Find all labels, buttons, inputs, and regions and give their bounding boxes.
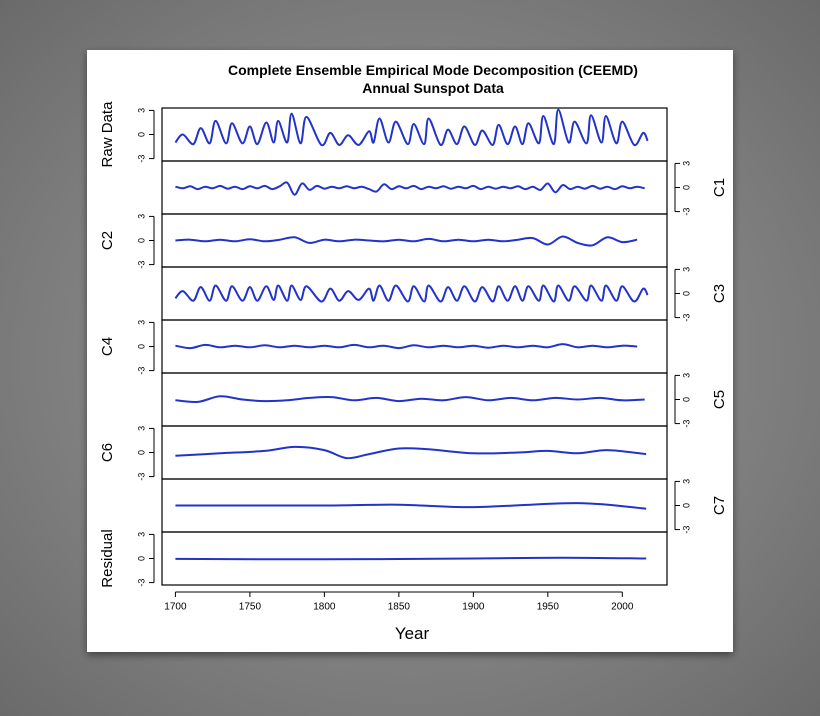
y-tick-label: 0 — [136, 344, 146, 349]
y-tick-label: -3 — [136, 261, 146, 269]
series-line — [175, 556, 647, 561]
card — [87, 50, 733, 652]
y-tick-label: 3 — [136, 532, 146, 537]
chart-subtitle: Annual Sunspot Data — [362, 80, 504, 96]
y-tick-label: 0 — [136, 450, 146, 455]
x-axis-label: Year — [395, 624, 430, 643]
y-tick-label: 0 — [681, 397, 691, 402]
series-line — [174, 284, 649, 303]
y-tick-label: 3 — [681, 161, 691, 166]
y-tick-label: -3 — [136, 473, 146, 481]
series-line — [175, 235, 638, 247]
y-tick-label: 3 — [136, 214, 146, 219]
y-tick-label: -3 — [681, 314, 691, 322]
y-tick-label: 0 — [136, 132, 146, 137]
y-tick-label: -3 — [136, 579, 146, 587]
y-axis-label: C3 — [711, 284, 728, 303]
x-tick-label: 1950 — [537, 602, 560, 613]
y-axis-label: C6 — [99, 443, 116, 462]
y-tick-label: -3 — [136, 367, 146, 375]
series-line — [175, 343, 638, 350]
x-tick-label: 2000 — [611, 602, 634, 613]
series-line — [175, 445, 647, 460]
y-tick-label: 3 — [136, 108, 146, 113]
y-tick-label: 0 — [681, 291, 691, 296]
y-axis-label: C1 — [711, 178, 728, 197]
x-tick-label: 1800 — [313, 602, 336, 613]
panel-frame — [161, 531, 668, 586]
y-axis-label: C4 — [99, 337, 116, 356]
y-tick-label: 0 — [681, 185, 691, 190]
y-tick-label: -3 — [681, 526, 691, 534]
y-tick-label: 3 — [136, 320, 146, 325]
y-tick-label: -3 — [136, 155, 146, 163]
series-line — [175, 181, 645, 196]
y-tick-label: 0 — [136, 556, 146, 561]
y-tick-label: 3 — [681, 373, 691, 378]
y-tick-label: -3 — [681, 208, 691, 216]
y-axis-label: C5 — [711, 390, 728, 409]
x-tick-label: 1750 — [239, 602, 262, 613]
y-axis-label: C2 — [99, 231, 116, 250]
y-tick-label: 3 — [136, 426, 146, 431]
x-tick-label: 1700 — [164, 602, 187, 613]
y-tick-label: 3 — [681, 479, 691, 484]
chart-title: Complete Ensemble Empirical Mode Decompo… — [228, 62, 638, 78]
x-tick-label: 1850 — [388, 602, 411, 613]
series-line — [175, 395, 645, 404]
y-tick-label: -3 — [681, 420, 691, 428]
series-line — [175, 502, 647, 510]
y-axis-label: Raw Data — [99, 101, 116, 168]
y-tick-label: 0 — [136, 238, 146, 243]
y-axis-label: Residual — [99, 529, 116, 587]
series-line — [174, 108, 649, 147]
x-tick-label: 1900 — [462, 602, 485, 613]
y-axis-label: C7 — [711, 496, 728, 515]
y-tick-label: 0 — [681, 503, 691, 508]
y-tick-label: 3 — [681, 267, 691, 272]
